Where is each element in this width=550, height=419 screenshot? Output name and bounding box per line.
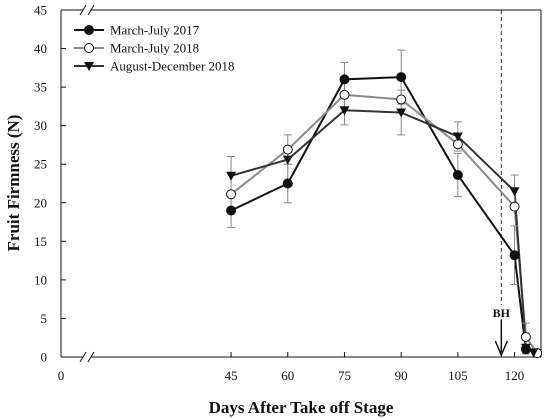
data-markers bbox=[226, 72, 543, 359]
y-tick-label: 10 bbox=[34, 272, 47, 287]
x-axis-break-mark bbox=[87, 351, 95, 363]
data-point-august-december-2018 bbox=[84, 62, 94, 71]
annotation-arrow-head bbox=[494, 340, 509, 357]
data-point-march-july-2018 bbox=[339, 89, 350, 100]
data-point-august-december-2018 bbox=[528, 348, 539, 358]
annotation-label: BH bbox=[493, 306, 511, 320]
data-point-march-july-2017 bbox=[84, 25, 94, 35]
data-point-march-july-2018 bbox=[396, 94, 407, 105]
legend-label: August-December 2018 bbox=[110, 59, 235, 74]
data-point-march-july-2017 bbox=[282, 178, 293, 189]
y-tick-label: 0 bbox=[41, 350, 48, 365]
x-tick-label: 90 bbox=[395, 368, 408, 383]
x-axis-ticks: 0 45 60 75 90 105 120 bbox=[58, 352, 525, 383]
y-tick-label: 40 bbox=[34, 41, 47, 56]
top-axis-break-mark bbox=[87, 4, 95, 16]
x-tick-label: 0 bbox=[58, 368, 65, 383]
data-point-august-december-2018 bbox=[282, 155, 293, 165]
top-axis-break-gap bbox=[83, 4, 91, 16]
y-tick-label: 35 bbox=[34, 80, 47, 95]
data-point-march-july-2018 bbox=[84, 43, 94, 53]
data-point-august-december-2018 bbox=[520, 343, 531, 353]
data-point-august-december-2018 bbox=[396, 108, 407, 118]
data-point-august-december-2018 bbox=[452, 132, 463, 142]
x-tick-label: 120 bbox=[505, 368, 525, 383]
y-axis-title: Fruit Firmness (N) bbox=[4, 115, 23, 252]
legend-label: March-July 2018 bbox=[110, 41, 199, 56]
data-point-march-july-2017 bbox=[339, 74, 350, 85]
data-point-march-july-2017 bbox=[226, 205, 237, 216]
data-point-march-july-2018 bbox=[226, 189, 237, 200]
y-tick-label: 15 bbox=[34, 234, 47, 249]
x-tick-label: 75 bbox=[338, 368, 351, 383]
x-axis-title: Days After Take off Stage bbox=[209, 398, 394, 417]
data-point-march-july-2018 bbox=[282, 144, 293, 155]
legend-label: March-July 2017 bbox=[110, 23, 200, 38]
top-axis-break-mark bbox=[79, 4, 87, 16]
series-line-1 bbox=[230, 76, 527, 350]
annotations: BH bbox=[489, 10, 514, 357]
plot-frame bbox=[60, 4, 542, 363]
series-line-3 bbox=[230, 109, 534, 354]
y-tick-label: 30 bbox=[34, 118, 47, 133]
data-point-march-july-2017 bbox=[396, 72, 407, 83]
y-tick-label: 20 bbox=[34, 195, 47, 210]
y-tick-label: 5 bbox=[41, 311, 48, 326]
data-point-august-december-2018 bbox=[339, 106, 350, 116]
data-point-march-july-2017 bbox=[509, 250, 520, 261]
legend: March-July 2017 March-July 2018 August-Dec… bbox=[74, 23, 235, 74]
x-axis-break-gap bbox=[83, 351, 91, 363]
y-tick-label: 45 bbox=[34, 3, 47, 18]
x-axis-break-mark bbox=[79, 351, 87, 363]
annotation-label-background bbox=[489, 305, 514, 319]
x-tick-label: 60 bbox=[281, 368, 294, 383]
data-point-march-july-2017 bbox=[452, 170, 463, 181]
error-bars bbox=[227, 49, 530, 355]
y-tick-label: 25 bbox=[34, 157, 47, 172]
x-tick-label: 45 bbox=[225, 368, 238, 383]
data-point-august-december-2018 bbox=[226, 171, 237, 181]
data-point-august-december-2018 bbox=[509, 187, 520, 197]
y-axis-ticks: 0 5 10 15 20 25 30 35 40 45 bbox=[34, 3, 66, 365]
x-tick-label: 105 bbox=[448, 368, 468, 383]
data-point-march-july-2018 bbox=[509, 201, 520, 212]
data-point-march-july-2018 bbox=[520, 331, 531, 342]
